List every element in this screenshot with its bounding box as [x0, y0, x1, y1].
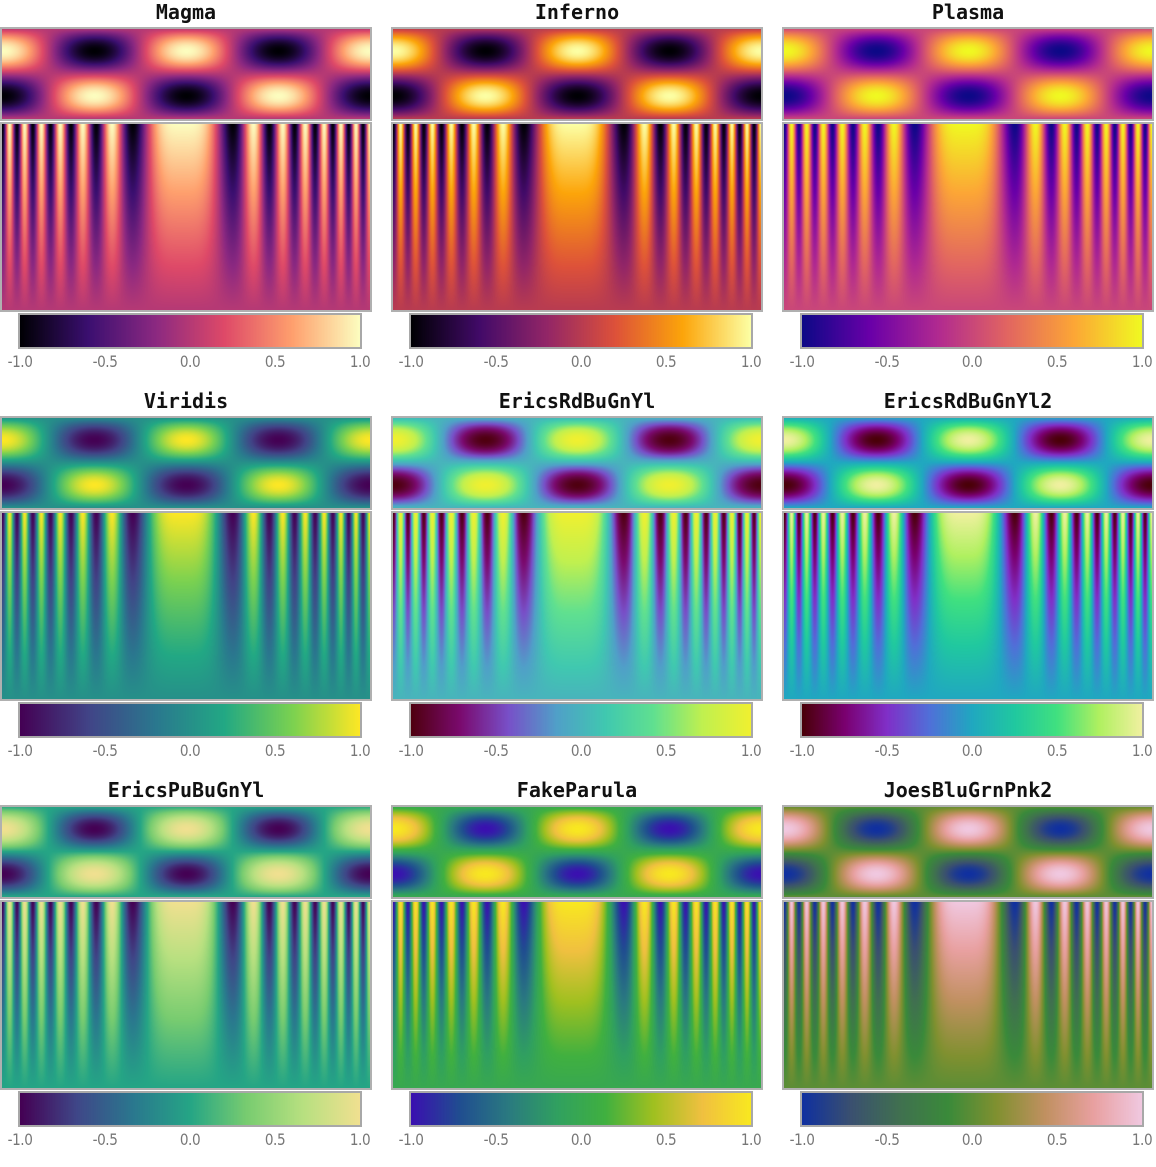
- colorbar-tick-label: -1.0: [7, 1130, 33, 1149]
- wave-pattern-heatmap: [0, 805, 372, 899]
- colorbar-tick-label: 1.0: [740, 1130, 762, 1149]
- colorbar-tick-label: -0.5: [483, 741, 509, 760]
- colorbar-tick-label: -1.0: [398, 741, 424, 760]
- colorbar-tick-label: 0.5: [264, 1130, 286, 1149]
- colorbar-tick-label: -1.0: [7, 352, 33, 371]
- colorbar-tick-label: -0.5: [874, 352, 900, 371]
- colorbar-tick-label: -1.0: [789, 741, 815, 760]
- colorbar-tick-label: -0.5: [92, 741, 118, 760]
- colormap-panel: EricsRdBuGnYl -1.0 -0.5 0.0 0.5 1.0: [391, 389, 763, 778]
- colorbar-tick-label: 0.0: [961, 1130, 983, 1149]
- colorbar: [409, 1091, 753, 1127]
- colorbar-tick-label: 0.5: [655, 352, 677, 371]
- wave-pattern-heatmap: [782, 27, 1154, 121]
- colorbar-tick-label: -0.5: [92, 1130, 118, 1149]
- colorbar-tick-label: -1.0: [789, 352, 815, 371]
- colorbar-tick-label: -0.5: [874, 1130, 900, 1149]
- wave-pattern-heatmap: [782, 805, 1154, 899]
- colormap-panel: FakeParula -1.0 -0.5 0.0 0.5 1.0: [391, 778, 763, 1167]
- panel-title: EricsPuBuGnYl: [107, 778, 265, 802]
- colorbar: [800, 313, 1144, 349]
- colormap-panel: Viridis -1.0 -0.5 0.0 0.5 1.0: [0, 389, 372, 778]
- colorbar-tick-label: 1.0: [1131, 741, 1153, 760]
- colorbar-tick-label: -1.0: [789, 1130, 815, 1149]
- colorbar-tick-label: 0.5: [1046, 352, 1068, 371]
- chirp-pattern-heatmap: [0, 122, 372, 312]
- colorbar-tick-label: -0.5: [483, 352, 509, 371]
- colormap-panel: EricsPuBuGnYl -1.0 -0.5 0.0 0.5 1.0: [0, 778, 372, 1167]
- colorbar: [409, 313, 753, 349]
- panel-title: JoesBluGrnPnk2: [883, 778, 1053, 802]
- wave-pattern-heatmap: [782, 416, 1154, 510]
- panel-title: FakeParula: [516, 778, 638, 802]
- colormap-panel: JoesBluGrnPnk2 -1.0 -0.5 0.0 0.5 1.0: [782, 778, 1154, 1167]
- colormap-panel: Plasma -1.0 -0.5 0.0 0.5 1.0: [782, 0, 1154, 389]
- colorbar: [18, 702, 362, 738]
- panel-title: Magma: [155, 0, 217, 24]
- colorbar-tick-label: -1.0: [398, 352, 424, 371]
- colorbar-tick-label: 0.5: [1046, 1130, 1068, 1149]
- wave-pattern-heatmap: [391, 805, 763, 899]
- panel-title: Viridis: [143, 389, 229, 413]
- colorbar-tick-label: 1.0: [1131, 352, 1153, 371]
- colorbar-tick-label: 1.0: [740, 741, 762, 760]
- panel-title: Plasma: [931, 0, 1005, 24]
- colorbar-tick-label: -0.5: [483, 1130, 509, 1149]
- colorbar: [800, 1091, 1144, 1127]
- wave-pattern-heatmap: [391, 416, 763, 510]
- colormap-panel: Magma -1.0 -0.5 0.0 0.5 1.0: [0, 0, 372, 389]
- colorbar: [800, 702, 1144, 738]
- chirp-pattern-heatmap: [391, 122, 763, 312]
- chirp-pattern-heatmap: [782, 511, 1154, 701]
- colorbar-tick-label: 0.0: [570, 741, 592, 760]
- chirp-pattern-heatmap: [782, 900, 1154, 1090]
- colorbar-tick-label: 1.0: [349, 741, 371, 760]
- chirp-pattern-heatmap: [391, 900, 763, 1090]
- colorbar-tick-label: -0.5: [874, 741, 900, 760]
- colorbar-tick-label: -1.0: [398, 1130, 424, 1149]
- colorbar-tick-label: 1.0: [349, 352, 371, 371]
- colorbar-tick-label: 0.5: [264, 352, 286, 371]
- colorbar-tick-label: 1.0: [349, 1130, 371, 1149]
- colorbar-tick-label: 0.5: [655, 741, 677, 760]
- colorbar-tick-label: 0.5: [655, 1130, 677, 1149]
- colorbar: [18, 313, 362, 349]
- chirp-pattern-heatmap: [0, 900, 372, 1090]
- wave-pattern-heatmap: [0, 27, 372, 121]
- colorbar-tick-label: 0.0: [179, 741, 201, 760]
- colorbar-tick-label: 0.0: [179, 1130, 201, 1149]
- wave-pattern-heatmap: [391, 27, 763, 121]
- panel-title: Inferno: [534, 0, 620, 24]
- colorbar-tick-label: 0.0: [570, 352, 592, 371]
- chirp-pattern-heatmap: [782, 122, 1154, 312]
- wave-pattern-heatmap: [0, 416, 372, 510]
- colorbar-tick-label: 0.5: [1046, 741, 1068, 760]
- colorbar-tick-label: -1.0: [7, 741, 33, 760]
- panel-title: EricsRdBuGnYl: [498, 389, 656, 413]
- colormap-panel: Inferno -1.0 -0.5 0.0 0.5 1.0: [391, 0, 763, 389]
- chirp-pattern-heatmap: [391, 511, 763, 701]
- colorbar-tick-label: 0.0: [961, 352, 983, 371]
- colorbar-tick-label: 0.0: [570, 1130, 592, 1149]
- chirp-pattern-heatmap: [0, 511, 372, 701]
- colormap-panel: EricsRdBuGnYl2 -1.0 -0.5 0.0 0.5 1.0: [782, 389, 1154, 778]
- colorbar-tick-label: -0.5: [92, 352, 118, 371]
- colorbar-tick-label: 0.0: [961, 741, 983, 760]
- colorbar-tick-label: 1.0: [740, 352, 762, 371]
- colorbar: [409, 702, 753, 738]
- colorbar: [18, 1091, 362, 1127]
- colorbar-tick-label: 1.0: [1131, 1130, 1153, 1149]
- panel-title: EricsRdBuGnYl2: [883, 389, 1053, 413]
- colorbar-tick-label: 0.0: [179, 352, 201, 371]
- colorbar-tick-label: 0.5: [264, 741, 286, 760]
